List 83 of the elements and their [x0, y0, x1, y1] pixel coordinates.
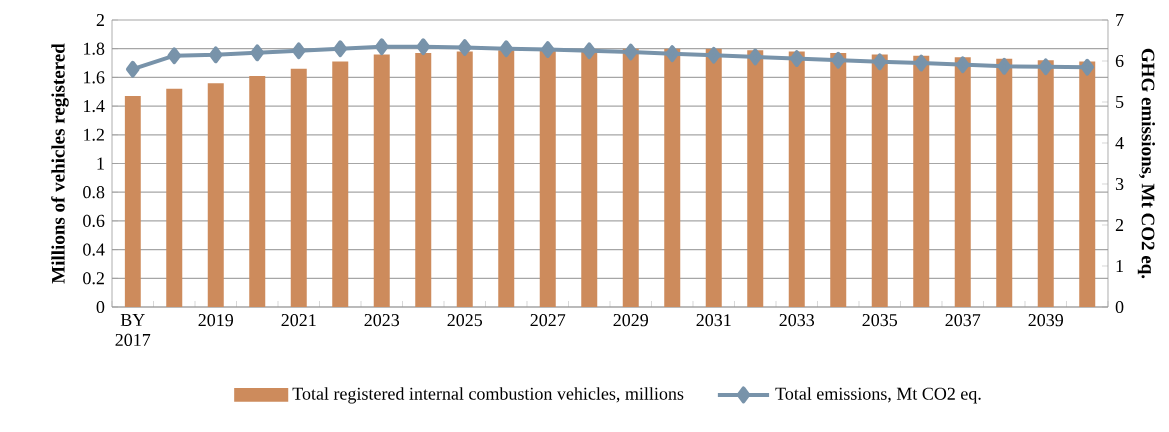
bar [954, 57, 971, 307]
y-tick-label: 0 [96, 300, 105, 314]
point [250, 44, 265, 62]
bar [373, 54, 390, 307]
y-tick-label: 1.2 [84, 128, 104, 141]
y2-tick-label: 5 [1116, 96, 1124, 108]
point [291, 42, 306, 60]
bar [539, 50, 556, 307]
bar [622, 48, 639, 307]
y-tick-label: 0.4 [83, 243, 105, 256]
x-tick-label: 2033 [779, 314, 815, 327]
point [1080, 58, 1095, 76]
bar [166, 88, 183, 307]
point [457, 39, 472, 56]
x-tick-label: 2035 [862, 314, 898, 327]
bar [1037, 60, 1054, 307]
y2-axis-title: GHG emissions, Mt CO2 eq. [1137, 48, 1156, 279]
x-tick-label: 2019 [198, 314, 233, 327]
y-tick-label: 0.6 [83, 214, 105, 227]
x-tick-label: 2029 [613, 314, 648, 327]
x-tick-label: 2025 [447, 314, 483, 327]
y2-tick-label: 1 [1116, 260, 1123, 272]
point [955, 56, 970, 74]
legend-label: Total emissions, Mt CO2 eq. [775, 387, 981, 404]
bar [249, 75, 266, 307]
y-tick-label: 2 [96, 14, 104, 26]
y-axis-title: Millions of vehicles registered [51, 43, 69, 284]
point [914, 54, 929, 72]
point [997, 57, 1012, 75]
bar [415, 53, 432, 307]
point [167, 47, 182, 65]
x-tick-label: 2027 [530, 314, 566, 327]
bar [830, 53, 847, 307]
point [748, 48, 763, 66]
bar [996, 58, 1013, 307]
x-tick-label: BY 2017 [115, 314, 151, 347]
x-tick-label: 2039 [1028, 314, 1063, 327]
y-tick-label: 1.6 [84, 71, 105, 84]
y2-tick-label: 6 [1115, 54, 1124, 68]
point [499, 40, 514, 58]
y-tick-label: 0.2 [83, 272, 104, 285]
point [872, 53, 887, 71]
y2-tick-label: 2 [1115, 219, 1124, 231]
y2-tick-label: 4 [1115, 137, 1124, 149]
bar [1079, 61, 1096, 307]
point [374, 38, 389, 56]
point [831, 51, 846, 69]
bar [456, 51, 473, 307]
point [582, 42, 597, 60]
x-tick-label: 2031 [696, 314, 731, 327]
y-tick-label: 1.4 [84, 100, 105, 113]
bar [747, 50, 764, 307]
point [125, 60, 140, 78]
bar [498, 50, 515, 307]
x-tick-label: 2023 [364, 314, 400, 327]
y-tick-label: 0.8 [83, 186, 105, 199]
y2-tick-label: 7 [1116, 14, 1124, 26]
x-tick-label: 2021 [281, 314, 316, 327]
y2-tick-label: 0 [1115, 300, 1124, 314]
bar [664, 48, 681, 307]
point [623, 43, 638, 61]
point [208, 46, 223, 64]
bar [581, 50, 598, 307]
y-tick-label: 1 [97, 157, 104, 170]
x-tick-label: 2037 [945, 314, 981, 327]
bar [124, 96, 141, 307]
point [789, 50, 804, 67]
y-tick-label: 1.8 [84, 42, 105, 55]
bar [913, 55, 930, 307]
point [665, 45, 680, 63]
point [333, 40, 348, 58]
bar [207, 83, 224, 307]
bar [332, 61, 349, 307]
bar [705, 48, 722, 307]
bar [290, 68, 307, 307]
point [1038, 58, 1053, 76]
point [540, 41, 555, 58]
y2-tick-label: 3 [1115, 177, 1124, 191]
legend-label: Total registered internal combustion vehicles, millions [292, 387, 684, 404]
point [416, 38, 431, 56]
bar [871, 54, 888, 307]
bar [788, 51, 805, 307]
point [706, 46, 721, 64]
